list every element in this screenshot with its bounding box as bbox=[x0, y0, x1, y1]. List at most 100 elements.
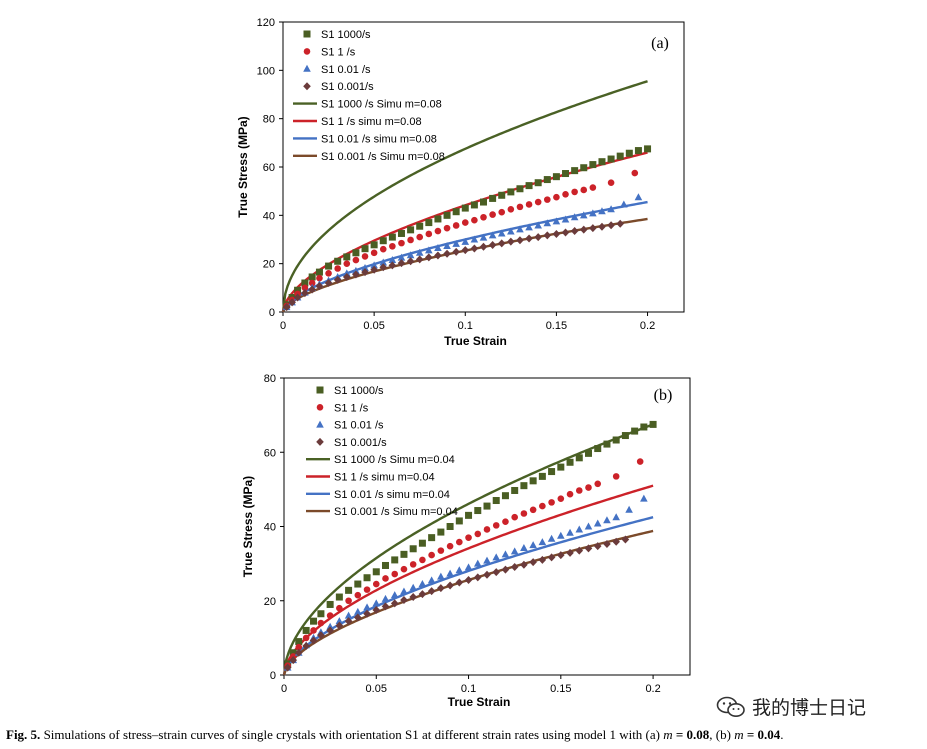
legend-entry: S1 0.01 /s simu m=0.04 bbox=[334, 489, 450, 501]
data-point bbox=[489, 211, 496, 218]
data-point bbox=[400, 587, 408, 595]
data-point bbox=[335, 617, 344, 625]
series-line-sim0001 bbox=[282, 529, 654, 676]
x-tick-label: 0 bbox=[280, 320, 286, 332]
data-point bbox=[381, 602, 390, 611]
data-point bbox=[309, 636, 318, 645]
data-point bbox=[474, 530, 482, 538]
data-point bbox=[566, 528, 574, 536]
figure-caption: Fig. 5. Simulations of stress–strain cur… bbox=[6, 727, 921, 743]
data-point bbox=[354, 613, 362, 622]
data-point bbox=[552, 173, 560, 181]
data-point bbox=[525, 223, 533, 231]
data-point bbox=[443, 249, 451, 258]
data-point bbox=[593, 519, 602, 527]
data-point bbox=[507, 188, 515, 196]
data-point bbox=[497, 239, 506, 248]
data-point bbox=[409, 561, 417, 568]
caption-end: . bbox=[780, 727, 784, 742]
data-point bbox=[354, 580, 362, 588]
legend-entry: S1 1 /s simu m=0.08 bbox=[321, 116, 422, 128]
data-point bbox=[310, 627, 317, 634]
legend-entry: S1 0.001 /s Simu m=0.04 bbox=[334, 506, 458, 518]
data-point bbox=[315, 268, 323, 276]
data-point bbox=[589, 224, 597, 233]
data-point bbox=[388, 261, 397, 270]
data-point bbox=[336, 604, 343, 612]
data-point bbox=[579, 225, 588, 234]
data-point bbox=[483, 502, 491, 510]
data-point bbox=[363, 603, 371, 611]
data-point bbox=[455, 517, 463, 525]
legend-entry: S1 0.001/s bbox=[334, 437, 387, 449]
data-point bbox=[391, 570, 399, 578]
series-line-sim1 bbox=[282, 484, 654, 676]
legend-entry: S1 0.01 /s bbox=[321, 64, 371, 76]
series-markers-s1000 bbox=[283, 145, 652, 309]
data-point bbox=[525, 182, 533, 190]
data-point bbox=[557, 463, 565, 471]
data-point bbox=[425, 230, 433, 238]
x-axis-label: True Strain bbox=[448, 695, 511, 709]
data-point bbox=[552, 217, 561, 225]
data-point bbox=[361, 245, 369, 253]
data-point bbox=[584, 522, 593, 530]
data-point bbox=[492, 522, 500, 529]
data-point bbox=[400, 565, 408, 573]
watermark-text: 我的博士日记 bbox=[752, 697, 867, 719]
data-point bbox=[507, 205, 515, 213]
data-point bbox=[381, 594, 390, 602]
data-point bbox=[579, 211, 588, 219]
watermark: 我的博士日记 bbox=[716, 693, 866, 720]
data-point bbox=[464, 563, 473, 571]
data-point bbox=[452, 208, 460, 216]
data-point bbox=[631, 169, 639, 177]
x-tick-label: 0.2 bbox=[640, 320, 655, 332]
data-point bbox=[416, 233, 424, 241]
data-point bbox=[334, 265, 341, 272]
data-point bbox=[289, 649, 297, 657]
data-point bbox=[418, 590, 427, 599]
data-point bbox=[418, 539, 426, 547]
data-point bbox=[594, 445, 602, 453]
data-point bbox=[607, 221, 615, 230]
data-point bbox=[543, 231, 552, 240]
data-point bbox=[452, 239, 460, 247]
data-point bbox=[461, 246, 470, 255]
data-point bbox=[631, 427, 639, 435]
data-point bbox=[389, 242, 396, 250]
data-point bbox=[352, 266, 360, 274]
data-point bbox=[548, 468, 556, 476]
data-point bbox=[294, 648, 303, 657]
data-point bbox=[379, 263, 388, 272]
data-point bbox=[363, 574, 371, 582]
data-point bbox=[488, 231, 497, 239]
data-point bbox=[465, 511, 473, 519]
data-point bbox=[461, 237, 470, 245]
data-point bbox=[580, 186, 588, 194]
data-point bbox=[407, 236, 414, 244]
data-point bbox=[461, 204, 469, 212]
y-tick-label: 0 bbox=[270, 670, 276, 682]
x-tick-label: 0.15 bbox=[550, 683, 571, 695]
data-point bbox=[543, 196, 551, 203]
data-point bbox=[326, 622, 334, 630]
panel-label: (b) bbox=[654, 387, 673, 404]
data-point bbox=[480, 213, 487, 221]
legend-entry: S1 1 /s bbox=[334, 402, 369, 414]
data-point bbox=[416, 222, 424, 230]
data-point bbox=[553, 193, 560, 201]
data-point bbox=[534, 233, 542, 242]
legend-entry: S1 1000 /s Simu m=0.08 bbox=[321, 99, 442, 111]
data-point bbox=[342, 272, 351, 281]
legend-entry: S1 1000 /s Simu m=0.04 bbox=[334, 454, 455, 466]
chart-panel-a: 0 20 40 60 80 100 120 0 0.05 0.1 0.15 0.2 True Strai… bbox=[236, 17, 685, 348]
caption-var-b: m bbox=[734, 727, 744, 742]
data-point bbox=[470, 244, 479, 253]
data-point bbox=[289, 656, 298, 665]
data-point bbox=[326, 626, 334, 635]
data-point bbox=[525, 201, 533, 208]
data-point bbox=[538, 472, 546, 480]
data-point bbox=[502, 518, 509, 525]
data-point bbox=[492, 553, 501, 561]
